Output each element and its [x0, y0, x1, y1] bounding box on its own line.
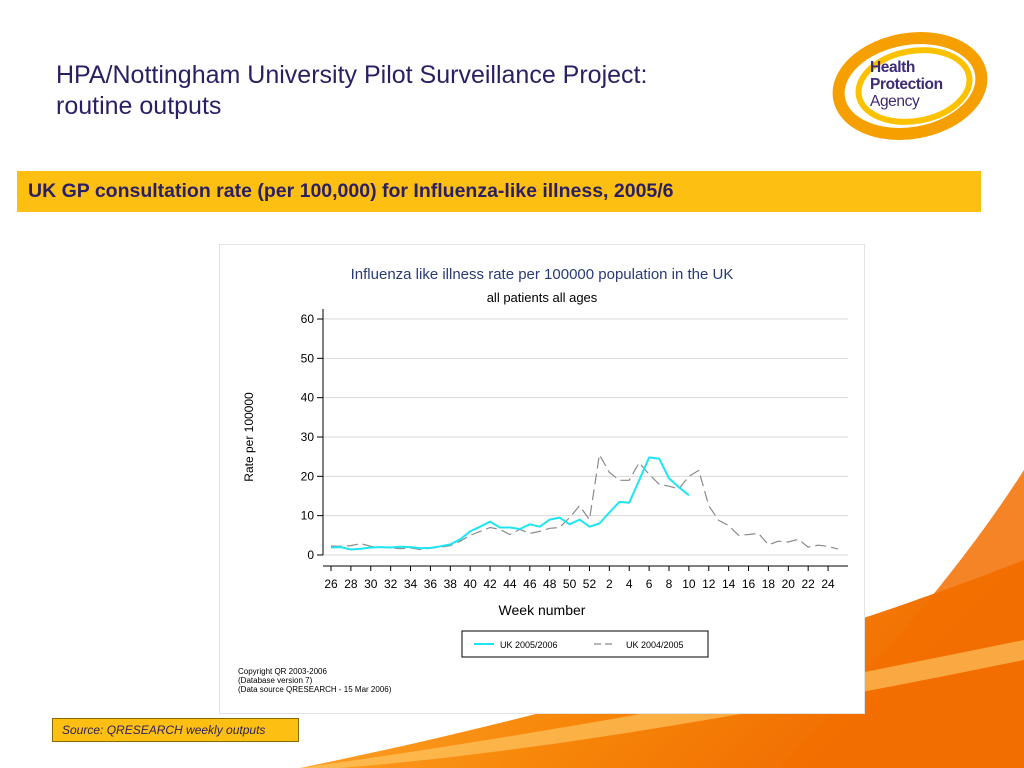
logo-ring-icon: [832, 32, 988, 140]
swoosh-upper: [780, 470, 1024, 768]
x-axis-label: Week number: [499, 602, 586, 618]
legend-box: [461, 630, 709, 658]
page-title-line-1: HPA/Nottingham University Pilot Surveill…: [56, 61, 648, 89]
x-tick-label-24: 24: [821, 577, 835, 591]
legend-label-2004-2005: UK 2004/2005: [626, 640, 684, 650]
x-tick-label-36: 36: [424, 577, 438, 591]
x-tick-label-32: 32: [384, 577, 398, 591]
page-title-line-2: routine outputs: [56, 91, 222, 120]
x-tick-label-22: 22: [801, 577, 815, 591]
x-tick-label-8: 8: [666, 577, 673, 591]
y-tick-label-20: 20: [301, 469, 315, 483]
x-tick-label-30: 30: [364, 577, 378, 591]
legend-label-2005-2006: UK 2005/2006: [500, 640, 558, 650]
y-tick-label-50: 50: [301, 351, 315, 365]
annotation-3: (Data source QRESEARCH - 15 Mar 2006): [238, 685, 392, 694]
x-tick-label-46: 46: [523, 577, 537, 591]
chart-panel: Influenza like illness rate per 100000 p…: [219, 244, 865, 714]
y-tick-label-60: 60: [301, 312, 315, 326]
chart-subtitle: all patients all ages: [487, 290, 598, 305]
logo-word-health: Health: [870, 59, 915, 76]
x-tick-label-2: 2: [606, 577, 613, 591]
y-axis-label: Rate per 100000: [242, 392, 256, 482]
x-tick-label-40: 40: [463, 577, 477, 591]
x-tick-label-26: 26: [324, 577, 338, 591]
x-tick-label-10: 10: [682, 577, 696, 591]
x-tick-label-44: 44: [503, 577, 517, 591]
x-tick-label-42: 42: [483, 577, 497, 591]
x-tick-label-28: 28: [344, 577, 358, 591]
y-tick-label-40: 40: [301, 391, 315, 405]
annotation-2: (Database version 7): [238, 676, 313, 685]
x-tick-label-14: 14: [722, 577, 736, 591]
x-tick-label-38: 38: [444, 577, 458, 591]
chart-title: Influenza like illness rate per 100000 p…: [351, 266, 734, 283]
x-tick-label-4: 4: [626, 577, 633, 591]
hpa-logo: Health Protection Agency: [830, 30, 990, 142]
section-banner: UK GP consultation rate (per 100,000) fo…: [17, 171, 981, 212]
series-line-2004-2005: [330, 454, 839, 551]
logo-wordmark: Health Protection Agency: [870, 59, 943, 110]
x-tick-label-16: 16: [742, 577, 756, 591]
logo-word-protection: Protection: [870, 76, 943, 93]
x-tick-label-52: 52: [583, 577, 597, 591]
source-note: Source: QRESEARCH weekly outputs: [52, 718, 299, 742]
y-tick-label-10: 10: [301, 509, 315, 523]
x-tick-label-18: 18: [762, 577, 776, 591]
x-tick-label-50: 50: [563, 577, 577, 591]
x-tick-label-48: 48: [543, 577, 557, 591]
logo-word-agency: Agency: [870, 93, 920, 110]
page-title: HPA/Nottingham University Pilot Surveill…: [56, 60, 647, 121]
x-tick-label-34: 34: [404, 577, 418, 591]
x-tick-label-12: 12: [702, 577, 716, 591]
y-tick-label-30: 30: [301, 430, 315, 444]
x-tick-label-6: 6: [646, 577, 653, 591]
y-tick-label-0: 0: [307, 548, 314, 562]
series-line-2005-2006: [330, 456, 690, 551]
annotation-1: Copyright QR 2003-2006: [238, 667, 327, 676]
line-chart: Influenza like illness rate per 100000 p…: [238, 266, 848, 694]
x-tick-label-20: 20: [782, 577, 796, 591]
